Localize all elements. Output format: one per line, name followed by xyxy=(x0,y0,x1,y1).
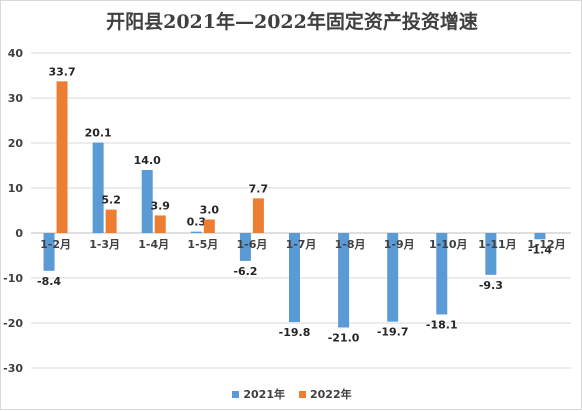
x-tick-label: 1-10月 xyxy=(429,238,468,251)
x-tick-label: 1-9月 xyxy=(384,238,415,251)
bar-2021 xyxy=(289,233,300,323)
x-tick-label: 1-6月 xyxy=(236,238,267,251)
y-tick-label: 40 xyxy=(8,47,24,60)
data-label-2021: -19.7 xyxy=(377,326,409,339)
y-tick-label: -20 xyxy=(3,317,23,330)
data-label-2022: 3.0 xyxy=(200,204,220,217)
x-tick-label: 1-12月 xyxy=(527,238,566,251)
x-tick-label: 1-3月 xyxy=(89,238,120,251)
bar-2021 xyxy=(534,233,546,240)
chart-title: 开阳县2021年—2022年固定资产投资增速 xyxy=(106,11,478,33)
legend-item-2022: 2022年 xyxy=(299,386,352,402)
y-tick-label: 0 xyxy=(15,227,23,240)
data-label-2021: -9.3 xyxy=(479,279,503,292)
bar-2021 xyxy=(43,233,55,271)
data-label-2021: -19.8 xyxy=(279,326,311,339)
x-tick-label: 1-4月 xyxy=(138,238,169,251)
data-label-2021: -8.4 xyxy=(37,275,61,288)
data-label-2022: 33.7 xyxy=(48,65,75,78)
legend-item-2021: 2021年 xyxy=(232,386,285,402)
bar-2022 xyxy=(203,219,215,233)
data-label-2022: 5.2 xyxy=(101,194,121,207)
bar-2021 xyxy=(387,233,399,322)
x-tick-label: 1-11月 xyxy=(478,238,517,251)
y-tick-label: -10 xyxy=(3,272,23,285)
bar-2021 xyxy=(92,142,104,233)
legend-label-2021: 2021年 xyxy=(243,388,285,401)
data-label-2021: -1.4 xyxy=(528,243,552,256)
legend-swatch-2021 xyxy=(232,390,240,398)
bar-2021 xyxy=(190,231,202,233)
bar-2022 xyxy=(56,81,68,233)
bar-2021 xyxy=(141,170,153,233)
bar-2022 xyxy=(105,209,117,233)
bar-2021 xyxy=(239,233,251,261)
data-label-2021: 14.0 xyxy=(134,154,161,167)
y-tick-label: -30 xyxy=(3,362,23,375)
legend: 2021年 2022年 xyxy=(1,386,582,402)
y-tick-label: 10 xyxy=(8,182,24,195)
data-label-2021: -18.1 xyxy=(426,318,458,331)
data-label-2021: 20.1 xyxy=(85,127,112,140)
legend-label-2022: 2022年 xyxy=(310,388,352,401)
x-tick-label: 1-8月 xyxy=(335,238,366,251)
legend-swatch-2022 xyxy=(299,390,306,398)
y-tick-label: 20 xyxy=(8,137,24,150)
data-label-2021: -6.2 xyxy=(233,265,257,278)
data-label-2021: -21.0 xyxy=(328,332,360,345)
bar-2022 xyxy=(154,215,166,233)
bar-2021 xyxy=(436,233,448,315)
y-tick-label: 30 xyxy=(8,92,24,105)
bar-2021 xyxy=(485,233,497,275)
data-label-2022: 3.9 xyxy=(150,199,170,212)
bar-2022 xyxy=(252,198,264,233)
bar-2021 xyxy=(338,233,350,328)
x-tick-label: 1-5月 xyxy=(187,238,218,251)
data-label-2022: 7.7 xyxy=(249,182,269,195)
x-tick-label: 1-2月 xyxy=(40,238,71,251)
x-tick-label: 1-7月 xyxy=(286,238,317,251)
data-label-2021: 0.3 xyxy=(187,216,207,229)
